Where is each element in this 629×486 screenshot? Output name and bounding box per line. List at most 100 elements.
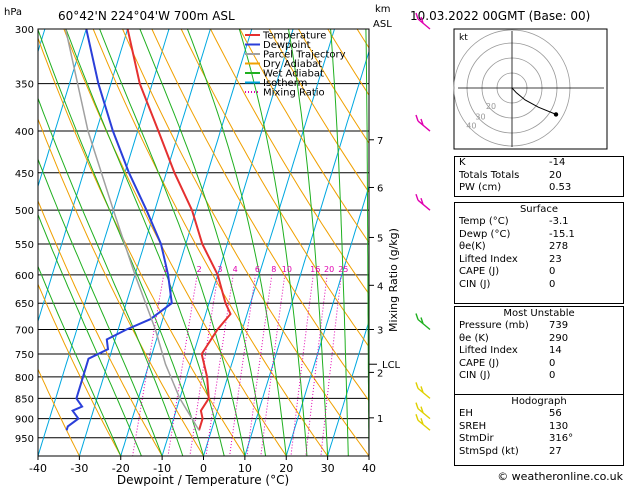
wind-barb-icon	[415, 402, 431, 420]
isotherm-line	[78, 29, 211, 456]
index-value: 20	[549, 169, 562, 181]
wet-adiabat-line	[38, 213, 142, 456]
axes: 3003504004505005506006507007508008509009…	[15, 25, 401, 475]
wind-barb-icon	[415, 114, 431, 132]
wet-adiabat-line	[238, 29, 308, 456]
mu-row: θe (K) 290	[455, 333, 623, 346]
pressure-tick-label: 300	[15, 25, 34, 36]
hodo-value: 27	[549, 445, 562, 457]
mu-row: Lifted Index 14	[455, 345, 623, 358]
x-tick-label: 20	[279, 462, 293, 475]
mixing-ratio-axis-label: Mixing Ratio (g/kg)	[387, 228, 400, 332]
legend-label: Temperature	[262, 31, 326, 42]
mu-label: Pressure (mb)	[459, 320, 529, 331]
surface-value: -15.1	[549, 228, 575, 240]
km-tick-label: 3	[377, 326, 383, 337]
isotherm-line	[285, 184, 369, 456]
pressure-tick-label: 700	[15, 326, 34, 337]
wind-barb-icon	[415, 414, 431, 431]
hodo-label: StmDir	[459, 433, 494, 444]
mixing-ratio-tick-label: 1	[163, 265, 168, 274]
surface-value: 0	[549, 266, 556, 277]
mu-value: 0	[549, 370, 556, 381]
mixing-ratio-line	[132, 274, 165, 456]
km-tick-label: 1	[377, 414, 383, 425]
mu-row: CIN (J) 0	[455, 370, 623, 383]
isotherm-line	[120, 29, 253, 456]
km-label: km	[375, 4, 391, 15]
plot-background: 1 2 3 4 6 8 10 16 20 25	[38, 29, 369, 456]
isotherm-line	[38, 29, 87, 188]
pressure-tick-label: 450	[15, 169, 34, 180]
hodo-label: EH	[459, 408, 473, 419]
dry-adiabat-line	[180, 29, 369, 348]
x-tick-label: 10	[238, 462, 252, 475]
wind-barb-icon	[415, 12, 431, 30]
hodo-label: StmSpd (kt)	[459, 445, 519, 457]
mixing-ratio-tick-label: 2	[197, 265, 202, 274]
dry-adiabat-line	[122, 29, 369, 456]
surface-label: Temp (°C)	[459, 216, 509, 227]
pressure-tick-label: 800	[15, 373, 34, 384]
pressure-tick-label: 950	[15, 434, 34, 445]
mu-row: Pressure (mb) 739	[455, 320, 623, 333]
dry-adiabat-line	[38, 117, 204, 456]
surface-label: θe(K)	[459, 241, 486, 252]
hpa-label: hPa	[4, 7, 22, 18]
mixing-ratio-tick-label: 6	[255, 265, 260, 274]
hodograph-ring-label: 40	[466, 122, 476, 131]
pressure-tick-label: 900	[15, 415, 34, 426]
mu-label: Lifted Index	[459, 345, 518, 356]
mu-value: 739	[549, 320, 569, 331]
wet-adiabat-line	[330, 29, 349, 456]
lcl-label: LCL	[382, 360, 401, 371]
x-tick-label: -20	[112, 462, 130, 475]
x-tick-label: 30	[321, 462, 335, 475]
index-value: 0.53	[549, 182, 572, 193]
legend-label: Isotherm	[263, 78, 307, 89]
surface-value: 0	[549, 278, 556, 290]
dry-adiabat-line	[38, 199, 163, 456]
hodo-row: StmDir 316°	[455, 433, 623, 446]
x-tick-label: -30	[70, 462, 88, 475]
pressure-tick-label: 500	[15, 206, 34, 217]
wet-adiabat-line	[38, 157, 163, 456]
copyright-link[interactable]: © weatheronline.co.uk	[497, 470, 623, 483]
pressure-tick-label: 600	[15, 271, 34, 282]
x-tick-label: 40	[362, 462, 376, 475]
km-tick-label: 5	[377, 233, 383, 244]
series-line-temperature	[126, 29, 232, 431]
hodo-value: 56	[549, 408, 562, 419]
surface-value: 278	[549, 241, 569, 252]
pressure-tick-label: 400	[15, 127, 34, 138]
legend-label: Parcel Trajectory	[263, 50, 346, 61]
surface-label: CIN (J)	[459, 278, 491, 290]
location-title: 60°42'N 224°04'W 700m ASL	[58, 9, 235, 23]
legend-label: Dry Adiabat	[263, 59, 322, 70]
dry-adiabat-line	[38, 36, 246, 456]
hodo-row: EH 56	[455, 408, 623, 421]
surface-row: Lifted Index 23	[455, 254, 623, 267]
hodo-value: 316°	[549, 433, 574, 444]
hodo-label: SREH	[459, 420, 487, 432]
dry-adiabat-line	[38, 283, 122, 456]
mu-label: θe (K)	[459, 332, 489, 344]
pressure-tick-label: 750	[15, 350, 34, 361]
dry-adiabat-line	[38, 368, 80, 456]
hodograph-table-title: Hodograph	[511, 396, 567, 407]
index-label: K	[459, 157, 466, 168]
dry-adiabat-line	[210, 29, 369, 295]
x-axis-label: Dewpoint / Temperature (°C)	[117, 473, 289, 486]
surface-row: Temp (°C) -3.1	[455, 216, 623, 229]
hodo-value: 130	[549, 420, 569, 432]
km-tick-label: 2	[377, 368, 383, 379]
wind-barb-icon	[415, 313, 431, 331]
asl-label: ASL	[373, 19, 392, 30]
mu-label: CAPE (J)	[459, 357, 500, 369]
wind-barb-icon	[415, 193, 431, 211]
pressure-tick-label: 350	[15, 80, 34, 91]
km-tick-label: 4	[377, 281, 383, 292]
mu-label: CIN (J)	[459, 370, 491, 381]
surface-row: CIN (J) 0	[455, 279, 623, 292]
